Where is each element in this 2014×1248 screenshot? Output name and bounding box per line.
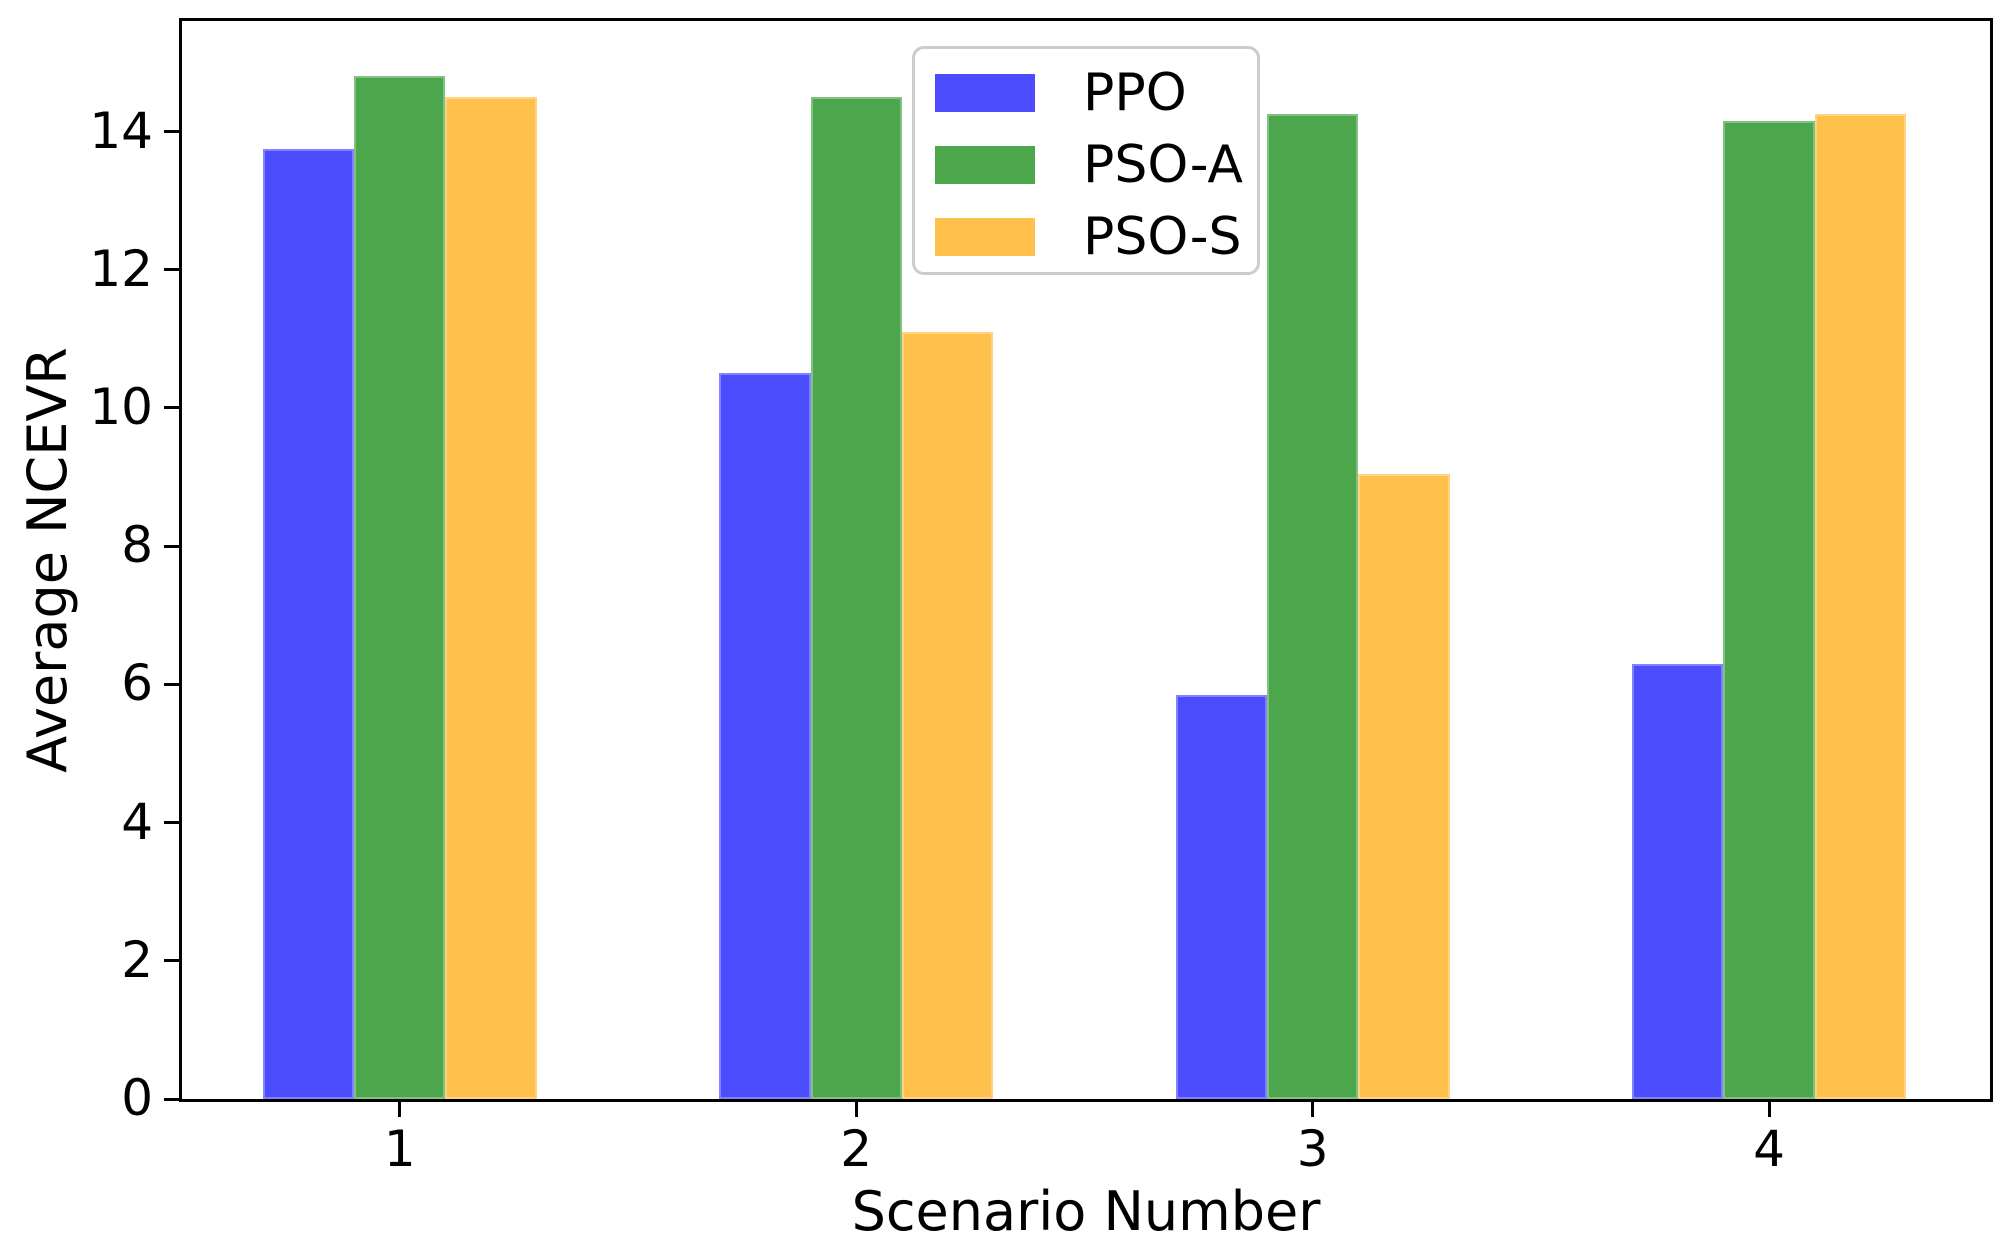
- bar-pso-s-scenario-1: [445, 97, 537, 1099]
- legend-entry-pso-s: PSO-S: [935, 201, 1257, 273]
- y-tick-label: 6: [121, 654, 153, 713]
- x-tick-label: 1: [383, 1120, 416, 1178]
- x-tick-mark: [398, 1102, 402, 1117]
- bar-pso-a-scenario-3: [1266, 114, 1359, 1099]
- bar-ppo-scenario-4: [1632, 663, 1724, 1099]
- bar-ppo-scenario-2: [719, 373, 811, 1099]
- bar-pso-a-scenario-1: [354, 76, 446, 1099]
- x-tick-label: 4: [1753, 1120, 1785, 1178]
- y-tick-label: 12: [89, 239, 153, 298]
- legend-entry-ppo: PPO: [935, 57, 1257, 129]
- legend: PPO PSO-A PSO-S: [912, 46, 1260, 275]
- y-tick-mark: [164, 130, 179, 134]
- y-tick-label: 2: [121, 930, 153, 989]
- y-tick-mark: [164, 544, 179, 548]
- x-tick-mark: [854, 1102, 858, 1117]
- y-tick-mark: [164, 682, 179, 686]
- y-tick-label: 10: [89, 377, 153, 436]
- y-tick-label: 14: [89, 101, 153, 160]
- x-tick-mark: [1767, 1102, 1771, 1117]
- bar-pso-a-scenario-2: [810, 97, 902, 1099]
- plot-area: 0 2 4 6 8 10 12 14 1 2 3 4 PPO PSO-A PSO-S Scenario N…: [16, 18, 1993, 1239]
- legend-entry-pso-a: PSO-A: [935, 129, 1257, 201]
- legend-label: PPO: [1083, 63, 1187, 123]
- legend-swatch-ppo: [935, 74, 1035, 112]
- legend-swatch-pso-a: [935, 146, 1035, 184]
- y-tick-mark: [164, 821, 179, 825]
- x-axis-label: Scenario Number: [851, 1180, 1321, 1243]
- y-tick-label: 4: [121, 792, 153, 851]
- legend-label: PSO-S: [1083, 207, 1242, 267]
- bar-pso-s-scenario-2: [901, 331, 994, 1099]
- y-tick-mark: [164, 959, 179, 963]
- y-tick-mark: [164, 1097, 179, 1101]
- x-tick-mark: [1311, 1102, 1315, 1117]
- y-tick-mark: [164, 268, 179, 272]
- y-axis-label: Average NCEVR: [16, 347, 79, 773]
- legend-label: PSO-A: [1083, 135, 1243, 195]
- bar-ppo-scenario-1: [262, 148, 355, 1099]
- bar-pso-s-scenario-4: [1814, 114, 1906, 1099]
- bar-pso-s-scenario-3: [1358, 473, 1450, 1099]
- y-tick-mark: [164, 406, 179, 410]
- legend-swatch-pso-s: [935, 218, 1035, 256]
- bar-ppo-scenario-3: [1175, 694, 1267, 1099]
- x-tick-label: 3: [1296, 1120, 1329, 1178]
- y-tick-label: 8: [121, 516, 153, 575]
- x-tick-label: 2: [840, 1120, 873, 1178]
- y-tick-label: 0: [121, 1069, 153, 1127]
- bar-pso-a-scenario-4: [1723, 121, 1815, 1099]
